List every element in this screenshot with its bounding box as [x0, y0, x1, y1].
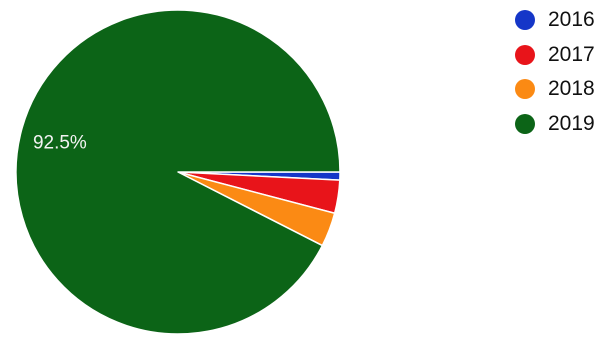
- legend-swatch-2017: [515, 44, 535, 65]
- legend-label-2018: 2018: [548, 77, 595, 101]
- legend-swatch-2018: [515, 79, 535, 100]
- legend-label-2019: 2019: [548, 111, 595, 135]
- pie-slice-labels: 92.5%: [33, 133, 87, 154]
- legend-swatch-2019: [515, 113, 535, 134]
- legend-item-2017: 2017: [515, 38, 600, 73]
- legend-swatch-2016: [515, 10, 535, 31]
- pie-slices: [15, 9, 341, 335]
- legend-item-2018: 2018: [515, 72, 600, 107]
- slice-label-2019: 92.5%: [33, 133, 87, 154]
- legend-item-2016: 2016: [515, 3, 600, 38]
- legend-item-2019: 2019: [515, 107, 600, 142]
- legend-label-2017: 2017: [548, 42, 595, 66]
- chart-legend: 2016 2017 2018 2019: [515, 3, 600, 141]
- pie-slice-2019: [15, 9, 341, 335]
- legend-label-2016: 2016: [548, 8, 595, 32]
